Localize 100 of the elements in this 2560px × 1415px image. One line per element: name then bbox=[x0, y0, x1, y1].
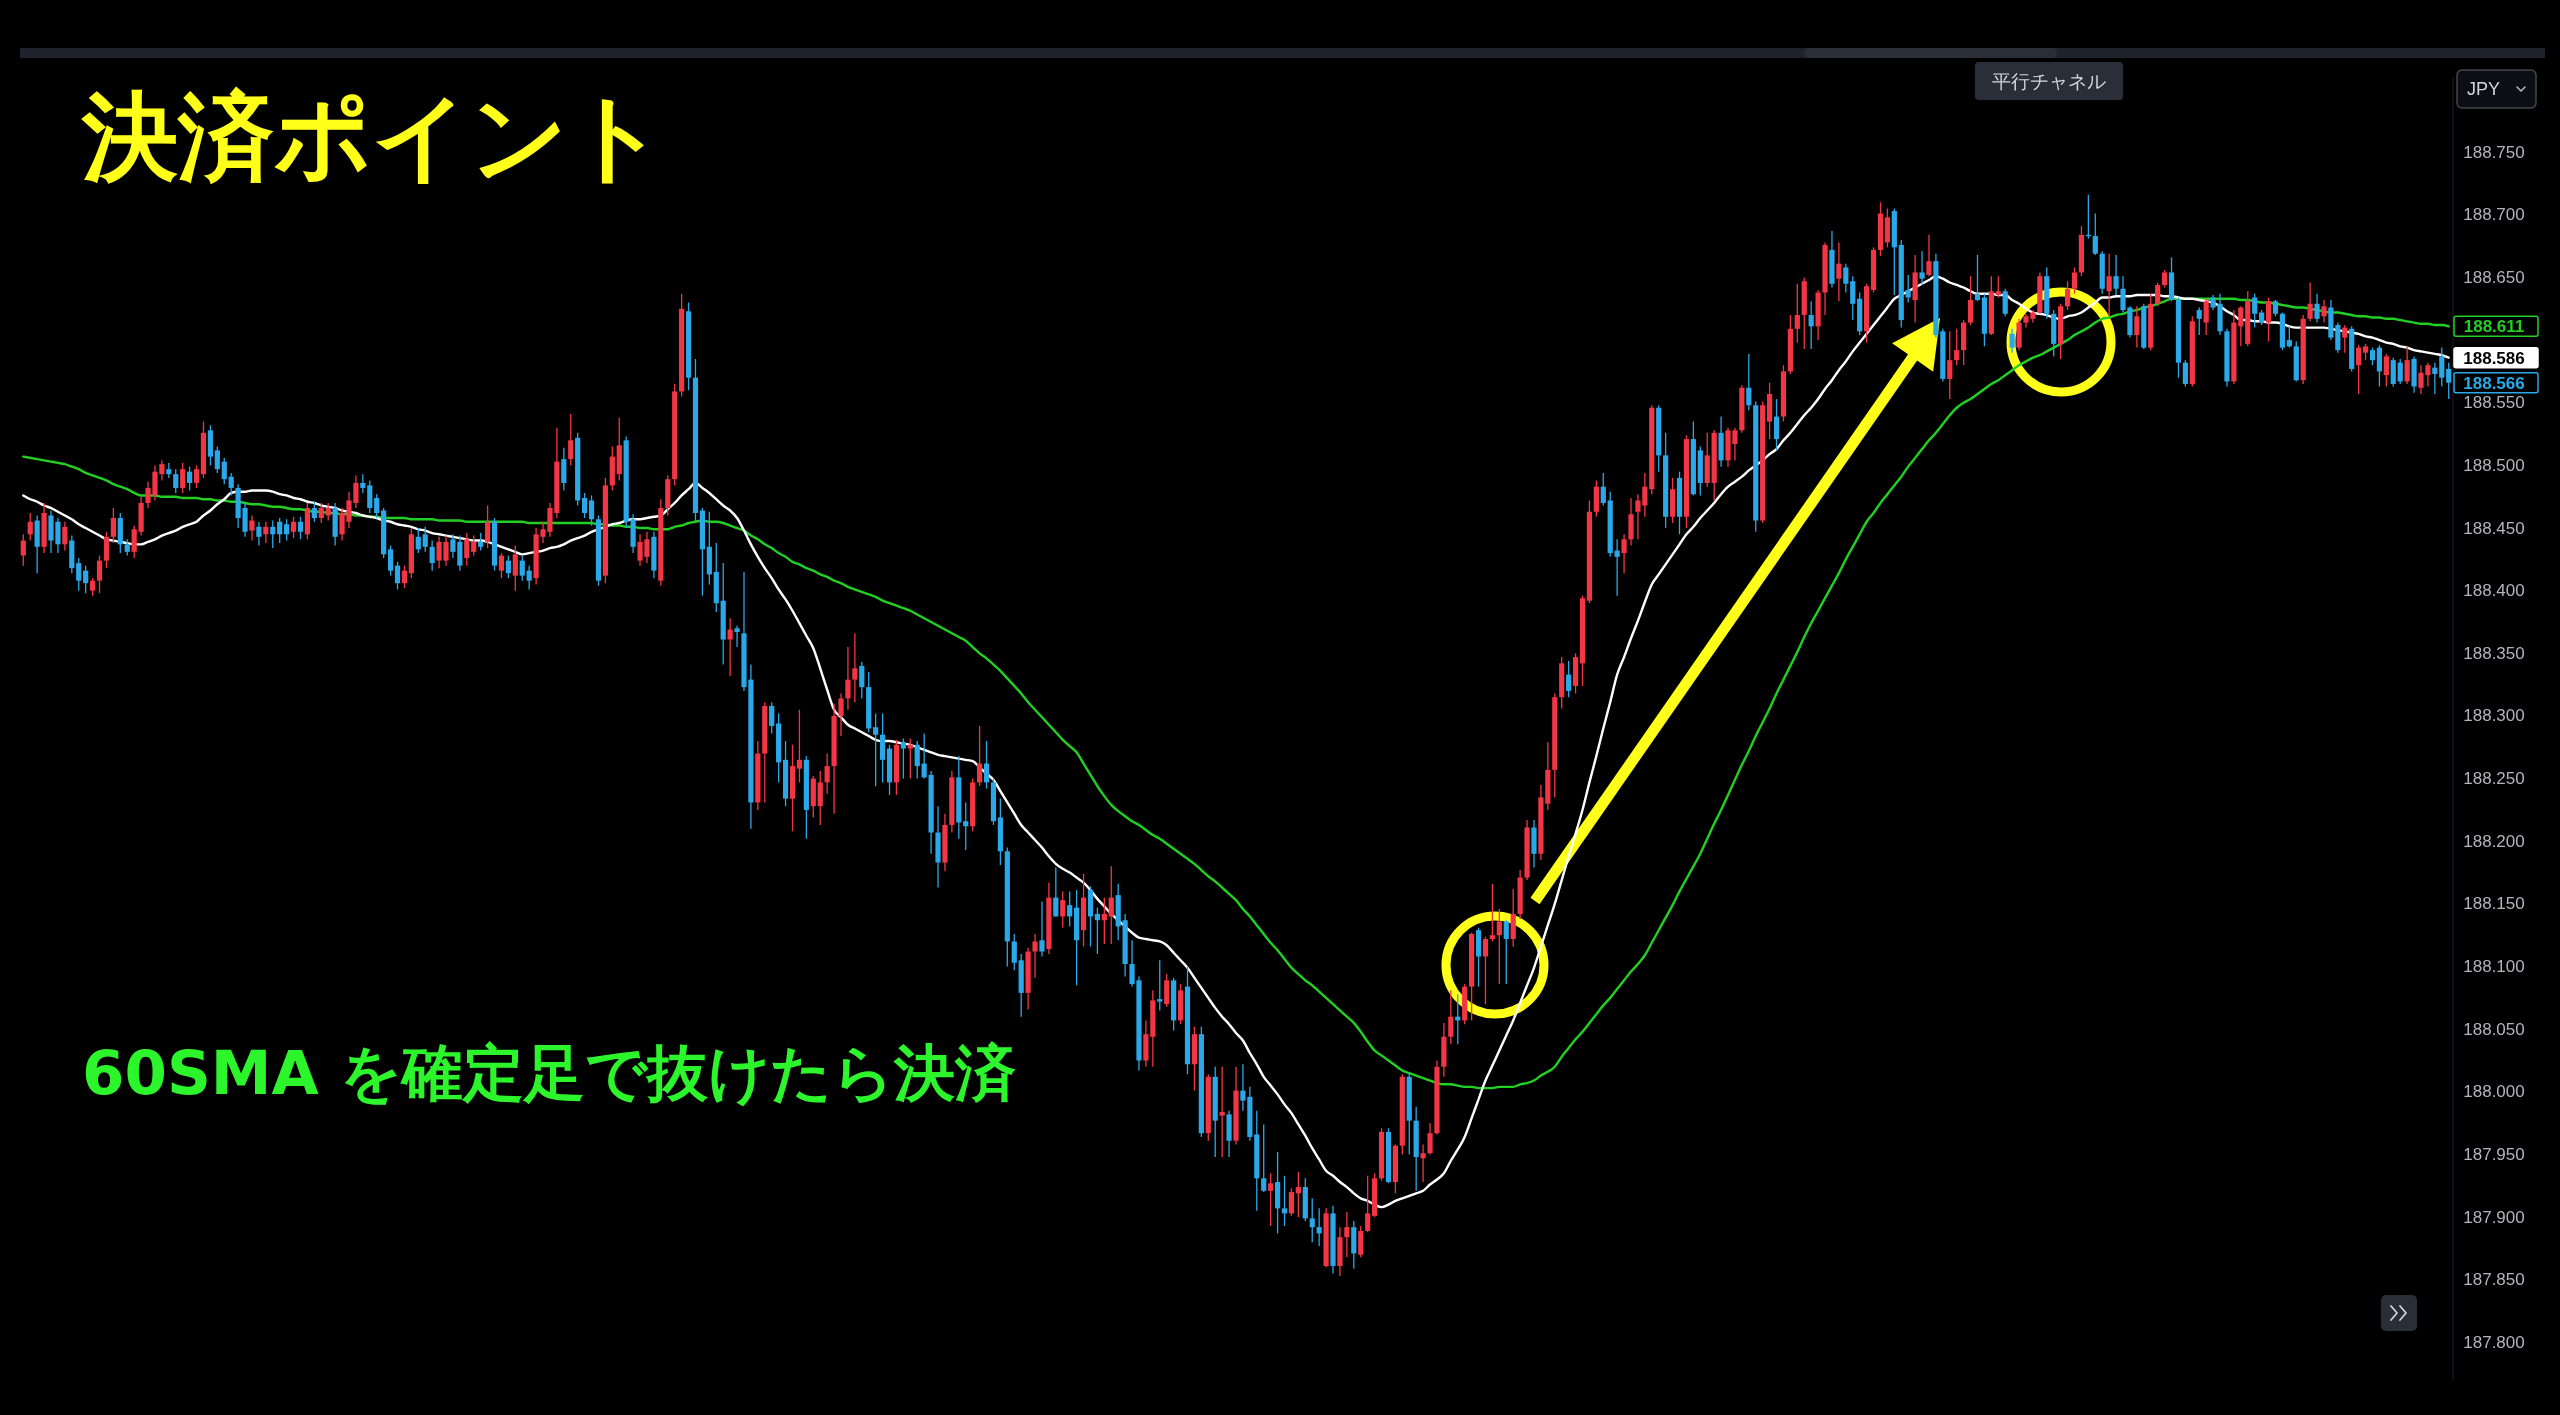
chart-title: 決済ポイント bbox=[81, 81, 666, 193]
candlestick bbox=[498, 552, 505, 579]
candlestick bbox=[277, 517, 283, 544]
candlestick bbox=[2390, 357, 2396, 388]
candlestick bbox=[582, 492, 588, 519]
candlestick bbox=[374, 493, 380, 519]
candlestick bbox=[1773, 398, 1780, 452]
candlestick bbox=[2155, 281, 2161, 307]
y-tick-label: 187.950 bbox=[2463, 1144, 2525, 1164]
candlestick bbox=[110, 507, 116, 544]
candlestick bbox=[1600, 472, 1606, 507]
candlestick bbox=[1261, 1123, 1267, 1193]
candlestick bbox=[187, 466, 193, 492]
candlestick bbox=[1794, 283, 1800, 344]
candlestick bbox=[2342, 324, 2348, 354]
candlestick bbox=[429, 539, 435, 572]
candlestick bbox=[2404, 345, 2410, 385]
candlestick bbox=[1566, 660, 1572, 698]
y-tick-label: 188.700 bbox=[2463, 205, 2525, 225]
candlestick bbox=[1344, 1211, 1350, 1258]
y-tick-label: 188.250 bbox=[2463, 769, 2525, 789]
candlestick bbox=[977, 725, 983, 787]
candlestick bbox=[256, 521, 262, 547]
candlestick bbox=[2134, 305, 2140, 349]
candlestick bbox=[873, 712, 879, 787]
candlestick bbox=[2446, 362, 2452, 400]
y-tick-label: 188.750 bbox=[2463, 142, 2525, 162]
candlestick bbox=[249, 514, 255, 542]
candlestick bbox=[387, 544, 394, 577]
candlestick bbox=[83, 564, 89, 594]
candlestick bbox=[1836, 241, 1842, 302]
candlestick bbox=[2383, 353, 2389, 388]
candlestick bbox=[2071, 266, 2078, 295]
candlestick bbox=[228, 472, 234, 497]
candlestick bbox=[2002, 288, 2008, 317]
candlestick bbox=[484, 504, 491, 549]
candlestick bbox=[2314, 293, 2320, 324]
candlestick bbox=[1164, 973, 1170, 1008]
candlestick bbox=[2265, 296, 2272, 343]
candlestick bbox=[1295, 1171, 1301, 1218]
y-axis-title: JPY bbox=[2467, 79, 2501, 99]
candlestick bbox=[900, 737, 906, 780]
candlestick bbox=[1614, 538, 1620, 597]
candlestick bbox=[1358, 1225, 1364, 1258]
candlestick bbox=[1060, 890, 1066, 929]
y-tick-label: 187.900 bbox=[2463, 1207, 2525, 1227]
candlestick bbox=[263, 521, 269, 544]
y-tick-label: 188.000 bbox=[2463, 1082, 2525, 1102]
y-tick-label: 188.300 bbox=[2463, 706, 2525, 726]
candlestick bbox=[561, 447, 567, 492]
candlestick bbox=[360, 473, 366, 494]
candlestick bbox=[1448, 989, 1454, 1045]
candlestick bbox=[1032, 933, 1038, 979]
candlestick bbox=[401, 564, 408, 589]
candlestick bbox=[1157, 959, 1163, 1012]
candlestick bbox=[2113, 254, 2119, 296]
candlestick bbox=[769, 701, 775, 735]
candlestick bbox=[103, 531, 110, 569]
candlestick bbox=[1808, 300, 1814, 350]
y-tick-label: 188.150 bbox=[2463, 894, 2525, 914]
candlestick bbox=[824, 752, 830, 795]
candlestick bbox=[284, 518, 290, 542]
candlestick bbox=[471, 534, 477, 557]
candlestick bbox=[1489, 883, 1495, 943]
candlestick bbox=[1995, 275, 2001, 299]
y-tick-label: 188.400 bbox=[2463, 581, 2525, 601]
candlestick bbox=[2182, 359, 2188, 388]
y-tick-label: 188.100 bbox=[2463, 957, 2525, 977]
y-tick-label: 188.200 bbox=[2463, 831, 2525, 851]
text: 188.611 bbox=[2463, 316, 2525, 336]
candlestick bbox=[394, 561, 401, 591]
candlestick bbox=[1967, 275, 1974, 326]
candlestick bbox=[1482, 935, 1489, 1005]
candlestick bbox=[845, 646, 851, 711]
candlestick bbox=[2106, 253, 2112, 317]
candlestick bbox=[1843, 263, 1849, 294]
candlestick bbox=[2321, 299, 2327, 324]
candlestick bbox=[1947, 330, 1953, 400]
candlestick bbox=[852, 632, 858, 703]
candlestick bbox=[1053, 866, 1059, 918]
candlestick bbox=[221, 457, 227, 485]
candlestick bbox=[27, 512, 33, 542]
candlestick bbox=[1108, 865, 1114, 945]
candlestick bbox=[180, 462, 186, 494]
candlestick bbox=[859, 661, 865, 700]
candlestick bbox=[1268, 1172, 1274, 1227]
candlestick bbox=[2376, 344, 2383, 388]
candlestick bbox=[2203, 298, 2209, 336]
candlestick bbox=[2196, 306, 2202, 336]
candlestick bbox=[173, 468, 179, 494]
y-tick-label: 188.500 bbox=[2463, 455, 2525, 475]
candlestick bbox=[76, 557, 82, 592]
candlestick bbox=[983, 740, 990, 790]
candlestick bbox=[1420, 1143, 1426, 1183]
candlestick bbox=[1919, 250, 1925, 286]
candlestick bbox=[734, 625, 740, 648]
candlestick bbox=[838, 692, 844, 737]
candlestick bbox=[914, 740, 920, 780]
candlestick bbox=[297, 516, 304, 540]
candlestick bbox=[505, 554, 511, 579]
